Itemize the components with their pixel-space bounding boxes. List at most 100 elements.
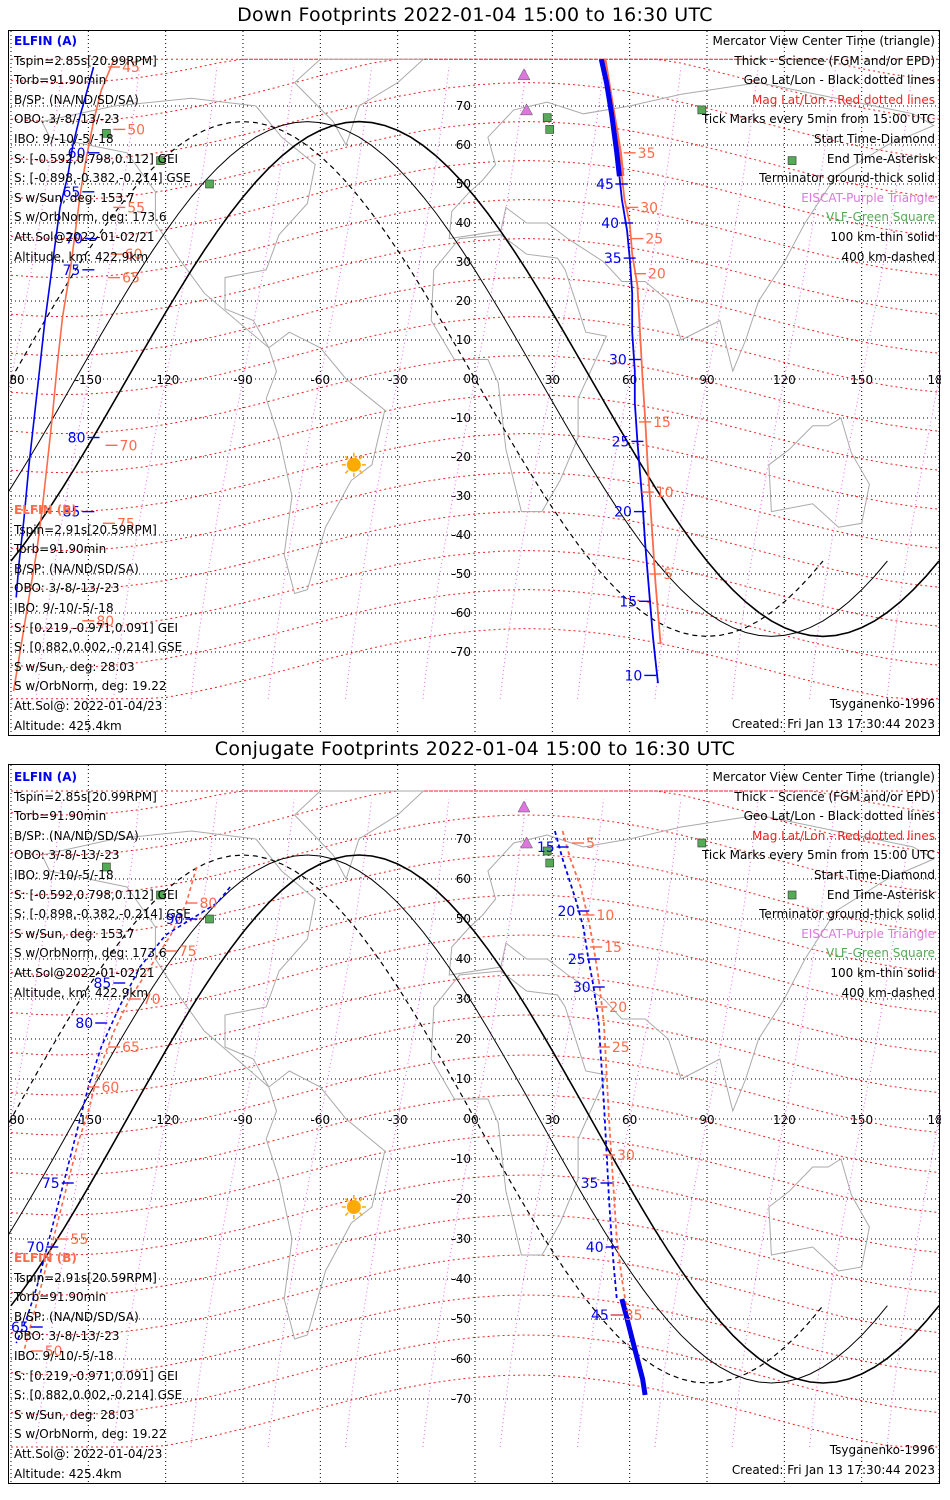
mag-lat-line (10, 355, 940, 435)
elfin-a-obo: OBO: 3/-8/-13/-23 (14, 848, 120, 863)
mag-lat-line (10, 934, 940, 1016)
continent-outline (430, 970, 608, 1256)
mag-lon-line (886, 1105, 941, 1448)
legend-item: Mag Lat/Lon - Red dotted lines (751, 828, 935, 843)
continent-outline (430, 234, 608, 513)
sun-icon (346, 1200, 361, 1214)
elfin-b-pass2-tick-label: 60 (125, 247, 143, 263)
mag-lat-line (10, 1054, 940, 1136)
elfin-b-pass2-tick-label: 80 (199, 896, 217, 912)
elfin-b-bsp: B/SP: (NA/ND/SD/SA) (14, 561, 139, 576)
lon-tick-label: 30 (545, 373, 560, 387)
mag-lat-line (10, 394, 940, 474)
elfin-b-attsol: Att.Sol@: 2022-01-04/23 (14, 1446, 163, 1461)
lon-tick-label: -30 (388, 1113, 408, 1127)
footer-conjugate: Tsyganenko-1996 Created: Fri Jan 13 17:3… (732, 1441, 935, 1480)
sun-ray (344, 469, 349, 474)
legend-item: Mercator View Center Time (triangle) (712, 34, 935, 48)
mag-lat-line (10, 790, 940, 816)
lat-tick-label: 10 (456, 333, 471, 347)
mag-lat-line (10, 814, 940, 896)
mag-lat-line (10, 82, 940, 162)
elfin-a-s-gse: S: [-0.898,-0.382,-0.214] GSE (14, 171, 191, 186)
lat-tick-label: -40 (451, 528, 471, 542)
elfin-a-sun-angle: S w/Sun, deg: 153.7 (14, 926, 135, 941)
elfin-a-header: ELFIN (A) (14, 34, 77, 48)
mag-lon-line (809, 66, 914, 699)
mag-lat-line (10, 199, 940, 279)
mag-lat-line (10, 550, 940, 630)
elfin-a-pass2-tick-label: 75 (63, 263, 81, 279)
vlf-square-icon (542, 113, 552, 122)
mag-lon-line (499, 798, 605, 1448)
elfin-a-s-gse: S: [-0.898,-0.382,-0.214] GSE (14, 907, 191, 922)
lon-tick-label: -120 (152, 1113, 179, 1127)
mag-lat-line (10, 238, 940, 318)
vlf-square-icon (787, 890, 797, 900)
legend-item: 100 km-thin solid (830, 965, 935, 980)
mag-lat-line (11, 628, 939, 700)
lon-tick-label: -150 (75, 1113, 102, 1127)
lat-tick-label: -70 (451, 1392, 471, 1406)
elfin-b-s-gei: S: [0.219,-0.971,0.091] GEI (14, 1368, 179, 1383)
lon-tick-label: -120 (152, 373, 179, 387)
elfin-a-tick-label: 15 (537, 840, 555, 856)
elfin-a-tick-label: 40 (586, 1240, 604, 1256)
sun-icon (346, 457, 361, 472)
lat-tick-label: 40 (456, 216, 471, 230)
lon-tick-label: 30 (545, 1113, 560, 1127)
elfin-b-torb: Torb=91.90min (14, 542, 107, 557)
mag-lat-line (10, 472, 940, 552)
elfin-b-altitude: Altitude: 425.4km (14, 718, 122, 733)
elfin-b-s-gse: S: [0.882,0.002,-0.214] GSE (14, 1388, 183, 1403)
elfin-b-track-pass2 (23, 866, 198, 1352)
mag-lon-line (113, 66, 218, 699)
mag-lat-line (10, 121, 940, 201)
mag-lat-line (10, 894, 940, 976)
elfin-b-pass2-tick-label: 60 (101, 1080, 119, 1096)
legend-item: 100 km-thin solid (830, 229, 935, 244)
legend-item: Thick - Science (FGM and/or EPD) (734, 789, 935, 804)
continent-outline (768, 1158, 870, 1272)
legend-item: End Time-Asterisk (826, 151, 935, 166)
elfin-a-bsp: B/SP: (NA/ND/SD/SA) (14, 92, 139, 107)
elfin-a-track (554, 830, 618, 1300)
elfin-b-tspin: Tspin=2.91s[20.59RPM] (14, 1270, 157, 1285)
elfin-b-pass2-tick-label: 70 (143, 992, 161, 1008)
lon-tick-label: 180 (928, 1113, 941, 1127)
elfin-b-tspin: Tspin=2.91s[20.59RPM] (14, 522, 157, 537)
elfin-a-tick-label: 25 (568, 952, 586, 968)
elfin-a-tick-label: 45 (596, 177, 614, 193)
eiscat-triangle-icon (520, 836, 533, 849)
elfin-b-pass2-tick-label: 75 (179, 944, 197, 960)
lat-tick-label: -30 (451, 489, 471, 503)
sun-ray (358, 469, 363, 474)
elfin-a-obo: OBO: 3/-8/-13/-23 (14, 112, 120, 127)
elfin-a-s-gei: S: [-0.592,0.798,0.112] GEI (14, 151, 179, 166)
elfin-a-tick-label: 10 (624, 668, 642, 684)
lat-tick-label: -20 (451, 450, 471, 464)
elfin-b-orbnorm-angle: S w/OrbNorm, deg: 19.22 (14, 1427, 167, 1442)
created-label: Created: Fri Jan 13 17:30:44 2023 (731, 716, 935, 731)
elfin-b-pass2-tick-label: 55 (71, 1232, 89, 1248)
elfin-a-ibo: IBO: 9/-10/-5/-18 (14, 131, 114, 146)
lon-tick-label: -90 (233, 373, 253, 387)
elfin-a-info-down: ELFIN (A) Tspin=2.85s[20.99RPM] Torb=91.… (14, 32, 191, 267)
mag-lon-line (35, 66, 141, 699)
elfin-a-torb: Torb=91.90min (14, 73, 107, 88)
lon-tick-label: -150 (75, 373, 102, 387)
lon-tick-label: 120 (773, 1113, 796, 1127)
terminator-400km-line (9, 854, 824, 1384)
mag-lon-line (9, 798, 63, 1133)
continent-outline (41, 97, 316, 349)
legend-item: Tick Marks every 5min from 15:00 UTC (701, 112, 935, 127)
elfin-b-track-pass2 (12, 58, 115, 692)
elfin-b-tick-label: 30 (640, 200, 658, 216)
elfin-a-pass2-tick-label: 80 (68, 431, 86, 447)
model-label: Tsyganenko-1996 (829, 1443, 935, 1457)
map-canvas-down: 706050403020100-10-20-30-40-50-60-70-180… (9, 31, 941, 737)
elfin-b-pass2-tick-label: 50 (45, 1344, 63, 1360)
elfin-b-obo: OBO: 3/-8/-13/-23 (14, 581, 120, 596)
mag-lon-line (35, 798, 141, 1448)
vlf-square-icon (697, 105, 707, 115)
